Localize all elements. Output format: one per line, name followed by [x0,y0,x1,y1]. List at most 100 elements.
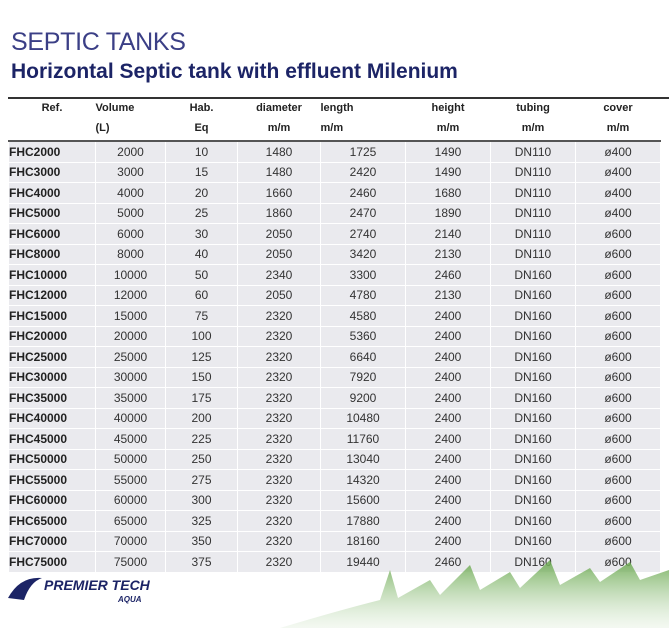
cell: 55000 [95,469,166,491]
cell: 2320 [237,305,321,327]
cell: ø600 [575,243,661,265]
column-header: m/m [320,120,406,142]
spec-table: Ref. Volume Hab. diameter length height tubing… [8,100,661,573]
table-head: Ref. Volume Hab. diameter length height tubing… [8,100,661,142]
cell: 2050 [237,223,321,245]
cell: 300 [165,489,238,511]
cell: ø600 [575,223,661,245]
cell: 2320 [237,346,321,368]
logo-sub: AQUA [117,595,142,604]
cell: 7920 [320,366,406,388]
cell: 2400 [405,305,491,327]
cell: DN160 [490,489,576,511]
cell: 200 [165,407,238,429]
cell: 2400 [405,325,491,347]
cell: 17880 [320,510,406,532]
cell: DN160 [490,346,576,368]
cell: 25 [165,202,238,224]
column-header: Ref. [41,102,63,114]
cell: ø600 [575,325,661,347]
cell: 1660 [237,182,321,204]
cell: 50000 [95,448,166,470]
table-row: FHC20000 20000 100 2320 5360 2400 DN160 ø600 [8,325,661,347]
column-header: height [431,102,465,114]
table-row: FHC12000 12000 60 2050 4780 2130 DN160 ø600 [8,284,661,306]
column-header: length [320,102,354,114]
cell: 60000 [95,489,166,511]
cell: 1490 [405,140,491,163]
cell: 15000 [95,305,166,327]
ref-cell: FHC45000 [8,428,96,450]
ref-cell: FHC50000 [8,448,96,470]
cell: DN160 [490,305,576,327]
ref-cell: FHC4000 [8,182,96,204]
cell: 4780 [320,284,406,306]
cell: 45000 [95,428,166,450]
cell: 2320 [237,407,321,429]
ref-cell: FHC40000 [8,407,96,429]
cell: 1680 [405,182,491,204]
cell: 2400 [405,448,491,470]
cell: DN160 [490,325,576,347]
cell: 5000 [95,202,166,224]
ref-cell: FHC60000 [8,489,96,511]
column-header: Eq [165,120,238,142]
column-header: tubing [516,102,550,114]
cell: DN160 [490,387,576,409]
cell: 65000 [95,510,166,532]
cell: 375 [165,551,238,573]
table-row: FHC60000 60000 300 2320 15600 2400 DN160 ø600 [8,489,661,511]
ref-cell: FHC15000 [8,305,96,327]
cell: 350 [165,530,238,552]
cell: 225 [165,428,238,450]
cell: 2400 [405,407,491,429]
cell: 1890 [405,202,491,224]
cell: 2000 [95,140,166,163]
column-header: m/m [405,120,491,142]
cell: 2400 [405,489,491,511]
table-row: FHC6000 6000 30 2050 2740 2140 DN110 ø600 [8,223,661,245]
column-header: m/m [575,120,661,142]
subtitle: Horizontal Septic tank with effluent Mil… [11,60,458,83]
ref-cell: FHC12000 [8,284,96,306]
cell: 150 [165,366,238,388]
cell: ø600 [575,387,661,409]
ref-cell: FHC30000 [8,366,96,388]
column-header: m/m [237,120,321,142]
cell: ø600 [575,510,661,532]
cell: DN160 [490,510,576,532]
cell: 75000 [95,551,166,573]
table-row: FHC5000 5000 25 1860 2470 1890 DN110 ø400 [8,202,661,224]
table-row: FHC70000 70000 350 2320 18160 2400 DN160 ø600 [8,530,661,552]
header-row: Ref. Volume Hab. diameter length height tubing… [9,100,661,120]
cell: DN160 [490,448,576,470]
table-row: FHC15000 15000 75 2320 4580 2400 DN160 ø600 [8,305,661,327]
cell: 9200 [320,387,406,409]
cell: 13040 [320,448,406,470]
cell: DN110 [490,182,576,204]
cell: 2320 [237,387,321,409]
cell: 2400 [405,428,491,450]
cell: 2050 [237,284,321,306]
ref-cell: FHC8000 [8,243,96,265]
table-row: FHC50000 50000 250 2320 13040 2400 DN160 ø600 [8,448,661,470]
ref-cell: FHC35000 [8,387,96,409]
cell: 3420 [320,243,406,265]
cell: 6640 [320,346,406,368]
cell: DN110 [490,202,576,224]
cell: 50 [165,264,238,286]
cell: 70000 [95,530,166,552]
cell: 100 [165,325,238,347]
cell: 2130 [405,284,491,306]
cell: ø600 [575,264,661,286]
ref-cell: FHC5000 [8,202,96,224]
cell: 2320 [237,551,321,573]
cell: 2400 [405,366,491,388]
cell: 3300 [320,264,406,286]
cell: 2320 [237,366,321,388]
cell: 125 [165,346,238,368]
table-row: FHC10000 10000 50 2340 3300 2460 DN160 ø600 [8,264,661,286]
cell: 11760 [320,428,406,450]
cell: ø600 [575,428,661,450]
